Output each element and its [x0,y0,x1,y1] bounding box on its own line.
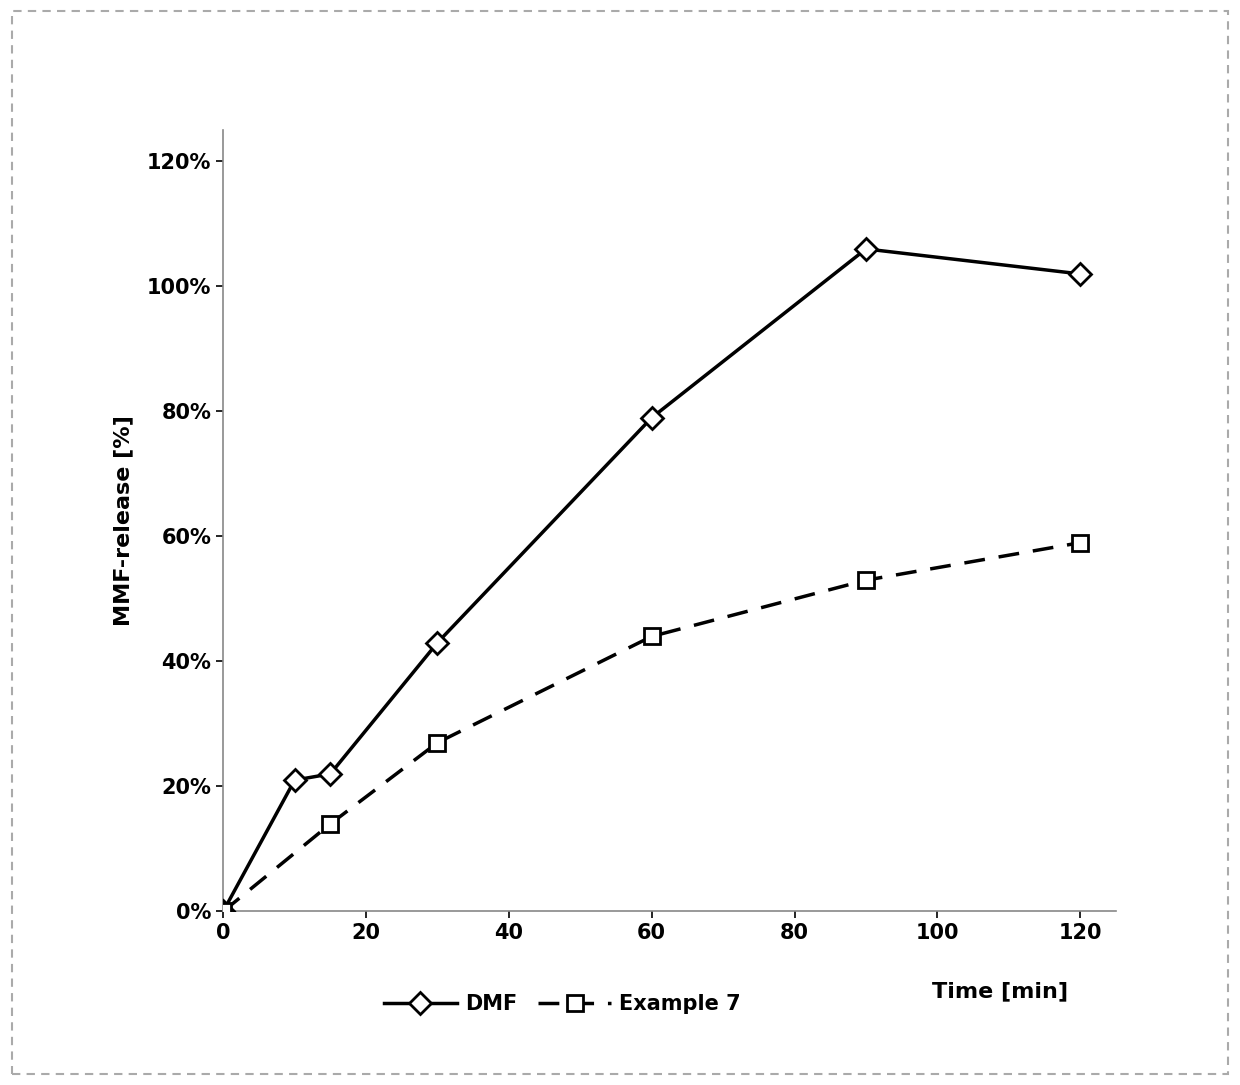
DMF [858,242,873,255]
Example 7 [645,630,660,643]
DMF [1073,267,1087,280]
Legend: DMF, Example 7: DMF, Example 7 [384,994,742,1014]
Example 7 [216,905,231,918]
Example 7 [430,736,445,749]
Line: DMF: DMF [216,241,1087,919]
Line: Example 7: Example 7 [216,535,1087,919]
DMF [430,636,445,649]
Y-axis label: MMF-release [%]: MMF-release [%] [113,416,133,626]
Example 7 [858,574,873,587]
Example 7 [322,817,337,830]
DMF [645,411,660,424]
DMF [216,905,231,918]
DMF [288,774,303,787]
Example 7 [1073,536,1087,549]
DMF [322,767,337,780]
X-axis label: Time [min]: Time [min] [932,982,1068,1001]
